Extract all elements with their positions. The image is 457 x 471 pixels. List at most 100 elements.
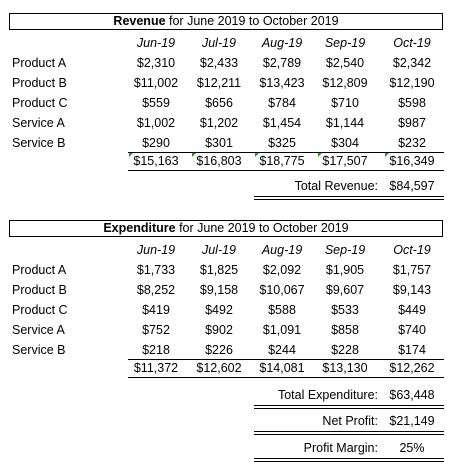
net-profit-value[interactable]: $21,149 <box>389 414 435 428</box>
value-cell[interactable]: $2,310 <box>136 56 176 70</box>
total-expenditure-value[interactable]: $63,448 <box>389 388 435 402</box>
value-cell[interactable]: $304 <box>331 136 359 150</box>
row-label: Product C <box>12 96 68 110</box>
total-cell[interactable]: $13,130 <box>322 361 368 375</box>
error-indicator-icon <box>255 153 259 157</box>
value-cell[interactable]: $1,757 <box>392 263 432 277</box>
value-cell[interactable]: $533 <box>331 303 359 317</box>
value-cell[interactable]: $226 <box>205 343 233 357</box>
value-cell[interactable]: $10,067 <box>259 283 305 297</box>
month-header: Oct-19 <box>393 243 431 257</box>
value-cell[interactable]: $9,607 <box>325 283 365 297</box>
total-cell[interactable]: $16,349 <box>389 154 435 168</box>
total-cell[interactable]: $12,262 <box>389 361 435 375</box>
profit-margin-border <box>254 458 444 459</box>
grand-total-border <box>254 408 444 409</box>
value-cell[interactable]: $710 <box>331 96 359 110</box>
value-cell[interactable]: $987 <box>398 116 426 130</box>
profit-margin-label: Profit Margin: <box>303 441 378 455</box>
value-cell[interactable]: $8,252 <box>136 283 176 297</box>
row-label: Service A <box>12 116 65 130</box>
value-cell[interactable]: $325 <box>268 136 296 150</box>
value-cell[interactable]: $218 <box>142 343 170 357</box>
value-cell[interactable]: $2,789 <box>262 56 302 70</box>
error-indicator-icon <box>192 153 196 157</box>
row-label: Product B <box>12 283 67 297</box>
value-cell[interactable]: $12,809 <box>322 76 368 90</box>
value-cell[interactable]: $9,158 <box>199 283 239 297</box>
total-top-border <box>128 359 444 360</box>
revenue-title: Revenue for June 2019 to October 2019 <box>9 13 443 30</box>
value-cell[interactable]: $2,433 <box>199 56 239 70</box>
value-cell[interactable]: $449 <box>398 303 426 317</box>
row-label: Service B <box>12 343 66 357</box>
net-profit-border <box>254 431 444 432</box>
value-cell[interactable]: $559 <box>142 96 170 110</box>
value-cell[interactable]: $419 <box>142 303 170 317</box>
value-cell[interactable]: $1,733 <box>136 263 176 277</box>
total-cell[interactable]: $14,081 <box>259 361 305 375</box>
value-cell[interactable]: $11,002 <box>133 76 179 90</box>
value-cell[interactable]: $2,540 <box>325 56 365 70</box>
total-cell[interactable]: $16,803 <box>196 154 242 168</box>
value-cell[interactable]: $12,190 <box>389 76 435 90</box>
value-cell[interactable]: $1,905 <box>325 263 365 277</box>
value-cell[interactable]: $598 <box>398 96 426 110</box>
profit-margin-border <box>254 461 444 462</box>
month-header: Aug-19 <box>261 36 303 50</box>
value-cell[interactable]: $2,092 <box>262 263 302 277</box>
value-cell[interactable]: $232 <box>398 136 426 150</box>
month-header: Jun-19 <box>136 36 176 50</box>
value-cell[interactable]: $588 <box>268 303 296 317</box>
grand-total-border <box>254 405 444 406</box>
value-cell[interactable]: $740 <box>398 323 426 337</box>
total-cell[interactable]: $12,602 <box>196 361 242 375</box>
value-cell[interactable]: $1,144 <box>325 116 365 130</box>
value-cell[interactable]: $784 <box>268 96 296 110</box>
value-cell[interactable]: $9,143 <box>392 283 432 297</box>
error-indicator-icon <box>318 153 322 157</box>
value-cell[interactable]: $244 <box>268 343 296 357</box>
total-cell[interactable]: $17,507 <box>322 154 368 168</box>
value-cell[interactable]: $1,002 <box>136 116 176 130</box>
total-cell[interactable]: $18,775 <box>259 154 305 168</box>
value-cell[interactable]: $902 <box>205 323 233 337</box>
month-header: Sep-19 <box>324 243 366 257</box>
value-cell[interactable]: $492 <box>205 303 233 317</box>
total-cell[interactable]: $15,163 <box>133 154 179 168</box>
row-label: Product C <box>12 303 68 317</box>
value-cell[interactable]: $1,202 <box>199 116 239 130</box>
value-cell[interactable]: $12,211 <box>196 76 242 90</box>
month-header: Jul-19 <box>201 36 237 50</box>
value-cell[interactable]: $752 <box>142 323 170 337</box>
row-label: Product A <box>12 263 67 277</box>
profit-margin-value[interactable]: 25% <box>399 441 425 455</box>
row-label: Product B <box>12 76 67 90</box>
value-cell[interactable]: $228 <box>331 343 359 357</box>
value-cell[interactable]: $2,342 <box>392 56 432 70</box>
grand-total-border <box>254 196 444 197</box>
value-cell[interactable]: $1,454 <box>262 116 302 130</box>
value-cell[interactable]: $13,423 <box>259 76 305 90</box>
month-header: Jul-19 <box>201 243 237 257</box>
value-cell[interactable]: $656 <box>205 96 233 110</box>
value-cell[interactable]: $1,091 <box>262 323 302 337</box>
total-revenue-label: Total Revenue: <box>294 179 378 193</box>
total-top-border <box>128 152 444 153</box>
value-cell[interactable]: $301 <box>205 136 233 150</box>
month-header: Sep-19 <box>324 36 366 50</box>
value-cell[interactable]: $858 <box>331 323 359 337</box>
month-header: Oct-19 <box>393 36 431 50</box>
value-cell[interactable]: $290 <box>142 136 170 150</box>
net-profit-label: Net Profit: <box>322 414 378 428</box>
month-header: Aug-19 <box>261 243 303 257</box>
total-expenditure-label: Total Expenditure: <box>277 388 378 402</box>
grand-total-border <box>254 199 444 200</box>
error-indicator-icon <box>385 153 389 157</box>
value-cell[interactable]: $1,825 <box>199 263 239 277</box>
value-cell[interactable]: $174 <box>398 343 426 357</box>
total-revenue-value[interactable]: $84,597 <box>389 179 435 193</box>
expenditure-title: Expenditure for June 2019 to October 201… <box>9 220 443 237</box>
total-cell[interactable]: $11,372 <box>133 361 179 375</box>
